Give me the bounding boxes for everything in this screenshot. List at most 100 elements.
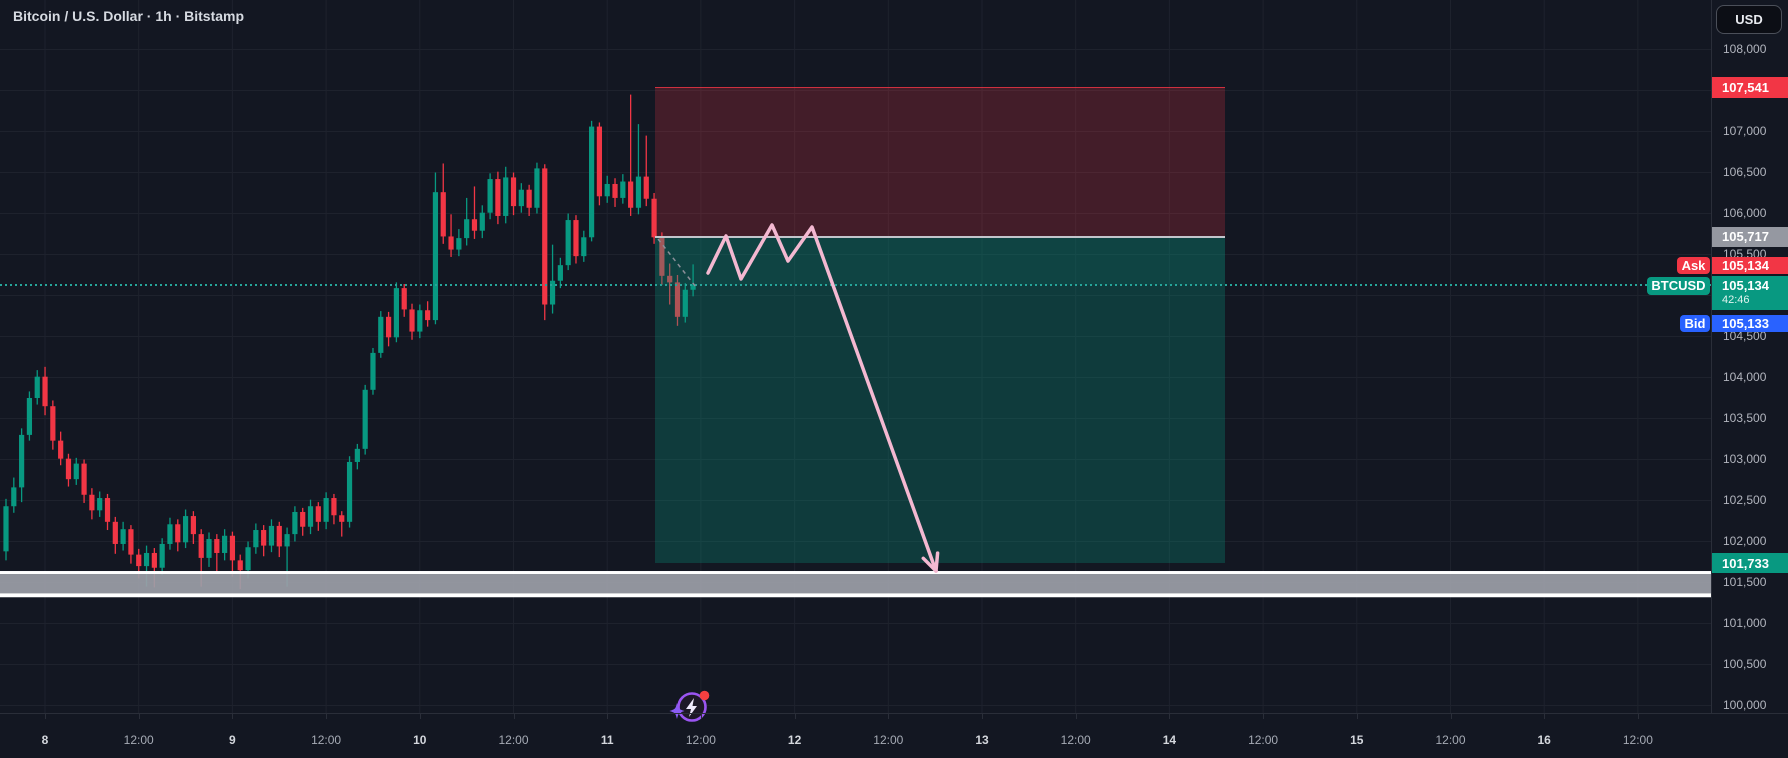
red-dot-icon (699, 690, 710, 701)
candle-body (284, 534, 290, 547)
candle-body (393, 288, 399, 338)
candle-body (128, 529, 134, 555)
candle-body (143, 552, 150, 567)
candle-body (245, 547, 251, 571)
candle-body (198, 534, 204, 558)
price-tick-label: 104,000 (1723, 369, 1767, 384)
candle-body (464, 219, 470, 239)
price-tick-label: 102,000 (1723, 533, 1767, 548)
time-tick-mark (513, 714, 515, 719)
candle-body (378, 316, 384, 353)
candle-body (229, 535, 236, 561)
candle-body (534, 168, 540, 208)
candle-body (151, 552, 157, 568)
candle-body (292, 511, 298, 535)
time-tick-label: 11 (600, 733, 614, 747)
candle-body (50, 406, 56, 441)
time-tick-label: 12:00 (1060, 733, 1091, 747)
candle-body (581, 237, 587, 257)
last-price-value: 105,134 (1722, 278, 1769, 293)
candle-body (628, 181, 634, 208)
candle-body (261, 530, 267, 546)
current-price-dotted-line (0, 283, 1711, 286)
candle-body (34, 376, 40, 398)
candle-body (643, 176, 649, 199)
candle-body (510, 177, 517, 207)
candle-body (370, 352, 376, 390)
price-tick-label: 106,000 (1723, 205, 1767, 220)
candle-body (190, 516, 196, 535)
price-tick-label: 104,500 (1723, 328, 1767, 343)
time-tick-mark (1356, 714, 1358, 719)
time-tick-mark (607, 714, 609, 719)
time-tick-label: 12:00 (685, 733, 716, 747)
candle-body (26, 398, 33, 435)
time-tick-label: 10 (413, 733, 427, 747)
candle-body (682, 289, 688, 317)
candle-body (456, 238, 462, 250)
candle-body (565, 220, 571, 266)
short-position-profit-zone-upper[interactable] (655, 236, 1225, 285)
bid-badge: Bid (1680, 315, 1710, 332)
short-position-profit-zone-lower[interactable] (655, 284, 1225, 564)
candle-body (136, 554, 142, 567)
candle-body (89, 494, 95, 511)
time-tick-label: 12:00 (123, 733, 154, 747)
time-tick-mark (1544, 714, 1546, 719)
time-tick-mark (1263, 714, 1265, 719)
candle-body (612, 183, 618, 198)
time-tick-label: 13 (975, 733, 989, 747)
time-axis[interactable]: 8 12:00 9 12:00 10 12:00 11 12:00 12 12:00 13 12:00… (0, 713, 1788, 758)
candle-body (237, 560, 243, 571)
candle-body (253, 530, 259, 548)
chart-plot-area[interactable] (0, 0, 1711, 722)
price-tick-label: 100,000 (1723, 697, 1767, 712)
candle-body (401, 288, 407, 310)
candlestick-chart (0, 0, 1711, 713)
candle-body (479, 212, 485, 231)
candle-body (409, 309, 415, 332)
price-tick-label: 101,500 (1723, 574, 1767, 589)
lightning-bolt-icon (686, 698, 697, 717)
time-tick-mark (888, 714, 890, 719)
symbol-title[interactable]: Bitcoin / U.S. Dollar · 1h · Bitstamp (13, 8, 245, 24)
candle-body (503, 177, 509, 216)
candle-body (81, 463, 87, 495)
time-tick-label: 8 (41, 733, 49, 747)
candle-body (206, 539, 212, 558)
entry-price-line[interactable] (655, 235, 1225, 238)
time-tick-label: 16 (1537, 733, 1551, 747)
short-position-stop-zone[interactable] (655, 87, 1225, 238)
candle-body (268, 525, 275, 546)
currency-button[interactable]: USD (1716, 5, 1782, 34)
price-axis[interactable]: 107,541 105,717 105,134 105,134 42:46 10… (1711, 0, 1788, 713)
time-tick-mark (419, 714, 421, 719)
candle-body (549, 280, 556, 305)
time-tick-mark (232, 714, 234, 719)
candle-body (596, 126, 603, 197)
ask-price-label: 105,134 (1712, 257, 1788, 274)
candle-body (354, 448, 360, 462)
candle-body (97, 498, 103, 511)
candle-body (300, 511, 306, 527)
candle-body (440, 192, 446, 237)
candle-body (58, 440, 64, 459)
support-zone-fill[interactable] (0, 574, 1711, 594)
price-tick-label: 100,500 (1723, 656, 1767, 671)
time-tick-mark (1450, 714, 1452, 719)
bar-countdown: 42:46 (1722, 294, 1750, 306)
candle-body (471, 219, 478, 231)
support-zone-bottom-border (0, 593, 1711, 598)
last-price-label: 105,134 42:46 (1712, 276, 1788, 310)
candle-body (526, 189, 532, 208)
candle-body (635, 176, 642, 208)
candle-body (346, 461, 353, 522)
time-tick-label: 12:00 (1248, 733, 1279, 747)
time-tick-label: 12:00 (498, 733, 529, 747)
candle-body (651, 198, 657, 238)
candle-body (518, 189, 524, 207)
candle-body (432, 192, 439, 321)
target-price-label: 101,733 (1712, 553, 1788, 574)
time-tick-mark (794, 714, 796, 719)
